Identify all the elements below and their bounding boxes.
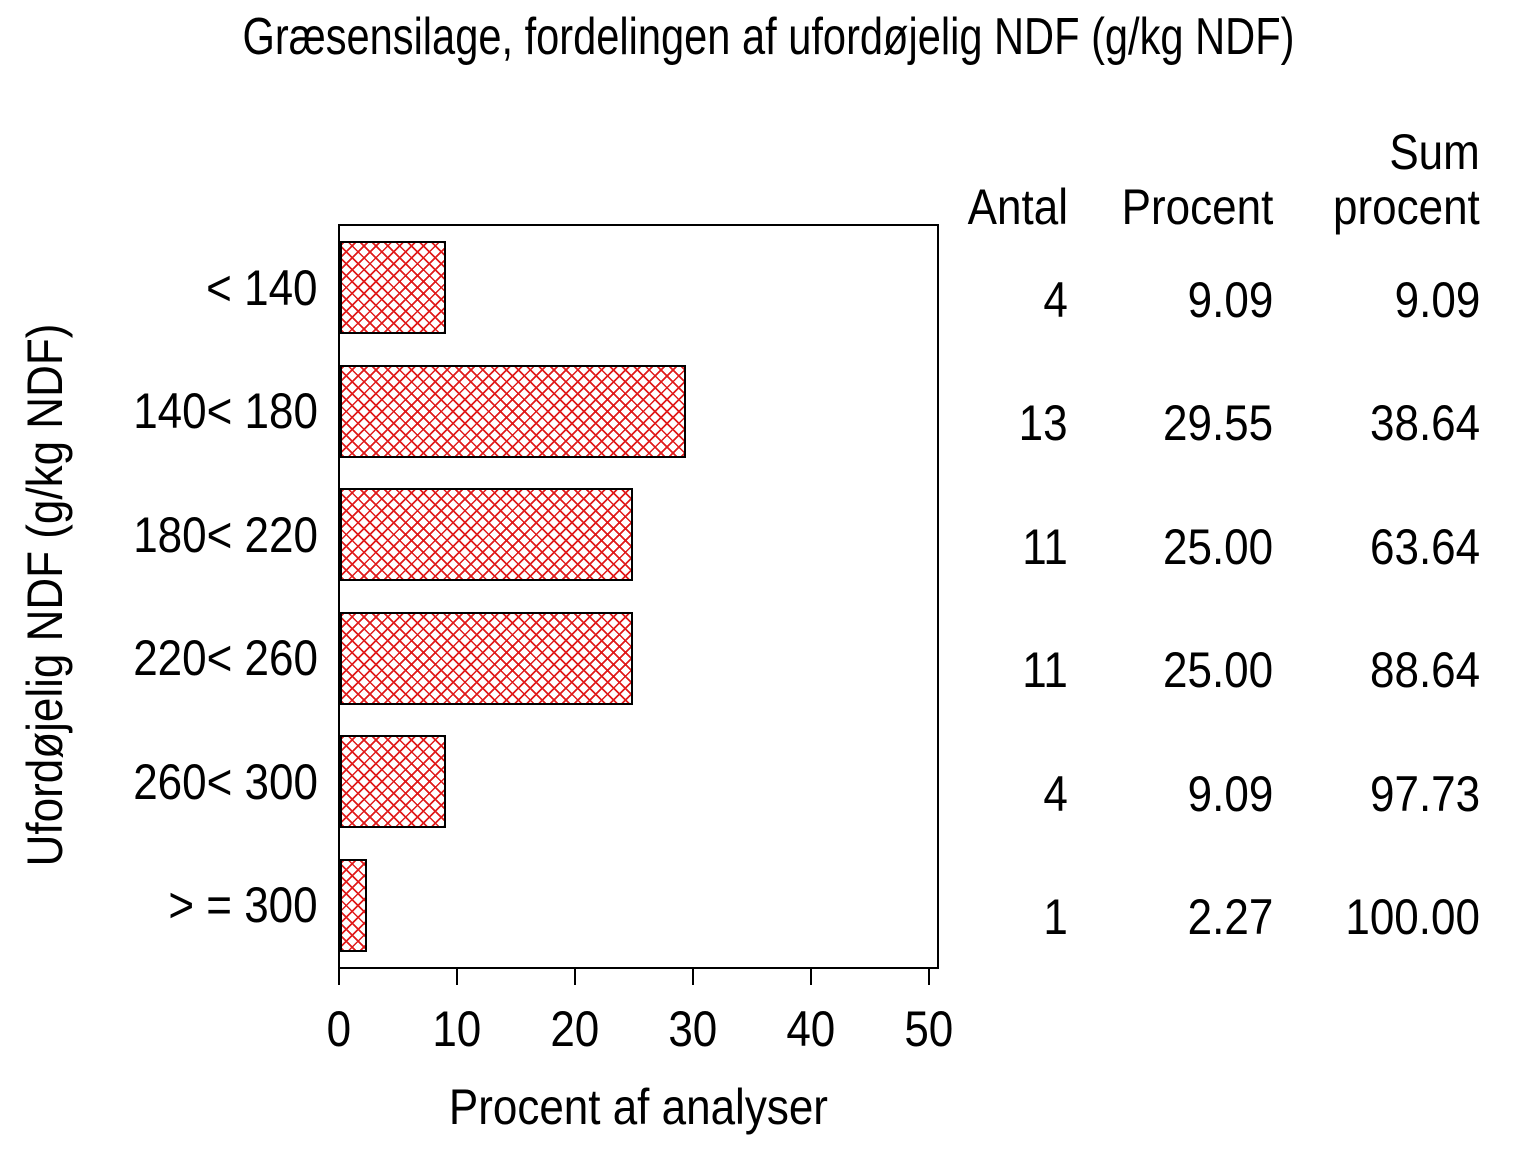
x-tick-label: 0 (326, 1001, 352, 1057)
table-cell-sum: 63.64 (1369, 519, 1480, 575)
plot-area (338, 224, 939, 969)
table-cell-procent: 9.09 (1187, 272, 1273, 328)
table-cell-antal: 4 (1043, 766, 1068, 822)
category-label: 220< 260 (133, 630, 318, 686)
table-cell-antal: 1 (1043, 889, 1068, 945)
category-label: 180< 220 (133, 507, 318, 563)
table-cell-procent: 2.27 (1187, 889, 1273, 945)
bar-260-300 (340, 735, 447, 828)
table-cell-sum: 88.64 (1369, 642, 1480, 698)
table-cell-antal: 4 (1043, 272, 1068, 328)
x-tick-label: 50 (904, 1001, 954, 1057)
bar-180-220 (340, 488, 633, 581)
x-axis-tick (456, 969, 458, 985)
table-cell-sum: 100.00 (1345, 889, 1480, 945)
bar-140-180 (340, 364, 686, 458)
x-axis-tick (338, 969, 340, 985)
chart-title: Græsensilage, fordelingen af ufordøjelig… (242, 8, 1294, 66)
x-axis-tick (574, 969, 576, 985)
category-label: > = 300 (168, 877, 318, 933)
bar-gte-300 (340, 858, 367, 952)
table-cell-antal: 11 (1022, 519, 1068, 575)
x-tick-label: 10 (432, 1001, 482, 1057)
table-cell-procent: 29.55 (1162, 395, 1273, 451)
table-cell-sum: 38.64 (1369, 395, 1480, 451)
x-axis-tick (692, 969, 694, 985)
table-cell-procent: 25.00 (1162, 642, 1273, 698)
table-cell-sum: 97.73 (1369, 766, 1480, 822)
bar-220-260 (340, 611, 633, 705)
x-axis-label: Procent af analyser (448, 1079, 829, 1135)
x-axis-tick (810, 969, 812, 985)
table-header-antal: Antal (967, 179, 1068, 235)
table-cell-antal: 13 (1019, 395, 1068, 451)
table-header-sum-procent: Sum procent (1333, 124, 1480, 235)
category-label: < 140 (206, 260, 318, 316)
table-cell-sum: 9.09 (1394, 272, 1480, 328)
x-tick-label: 30 (668, 1001, 718, 1057)
table-header-procent: Procent (1121, 179, 1273, 235)
bar-lt-140 (340, 241, 447, 334)
x-axis-tick (928, 969, 930, 985)
category-label: 140< 180 (133, 383, 318, 439)
table-cell-antal: 11 (1022, 642, 1068, 698)
x-tick-label: 20 (550, 1001, 600, 1057)
category-label: 260< 300 (133, 754, 318, 810)
table-cell-procent: 25.00 (1162, 519, 1273, 575)
table-cell-procent: 9.09 (1187, 766, 1273, 822)
x-tick-label: 40 (786, 1001, 836, 1057)
